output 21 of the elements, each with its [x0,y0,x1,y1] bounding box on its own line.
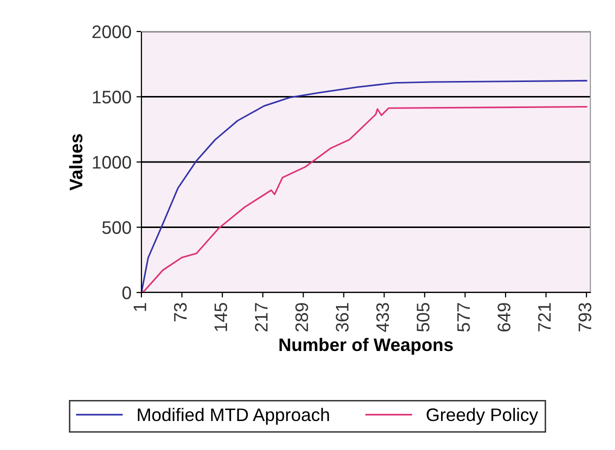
x-tick-label: 145 [214,302,228,331]
y-axis-title: Values [69,134,82,190]
x-tick-label: 505 [416,302,430,332]
y-tick-label: 500 [102,221,132,234]
x-tick-label: 793 [578,303,592,332]
x-tick-label: 721 [538,303,551,332]
y-tick-label: 2000 [92,25,132,38]
x-tick-label: 217 [254,303,268,332]
legend-label: Modified MTD Approach [138,408,329,425]
legend-label: Greedy Policy [426,408,538,425]
x-tick-label: 649 [498,303,510,332]
x-tick-label: 289 [295,303,308,332]
y-tick-label: 1500 [92,90,132,104]
y-tick-label: 0 [122,286,132,300]
x-tick-label: 73 [174,303,187,322]
x-tick-label: 361 [336,303,349,332]
x-axis-title: Number of Weapons [280,338,453,355]
y-tick-label: 1000 [92,156,132,169]
x-tick-label: 577 [457,303,470,332]
x-tick-label: 1 [134,303,146,311]
x-tick-label: 433 [376,303,390,332]
